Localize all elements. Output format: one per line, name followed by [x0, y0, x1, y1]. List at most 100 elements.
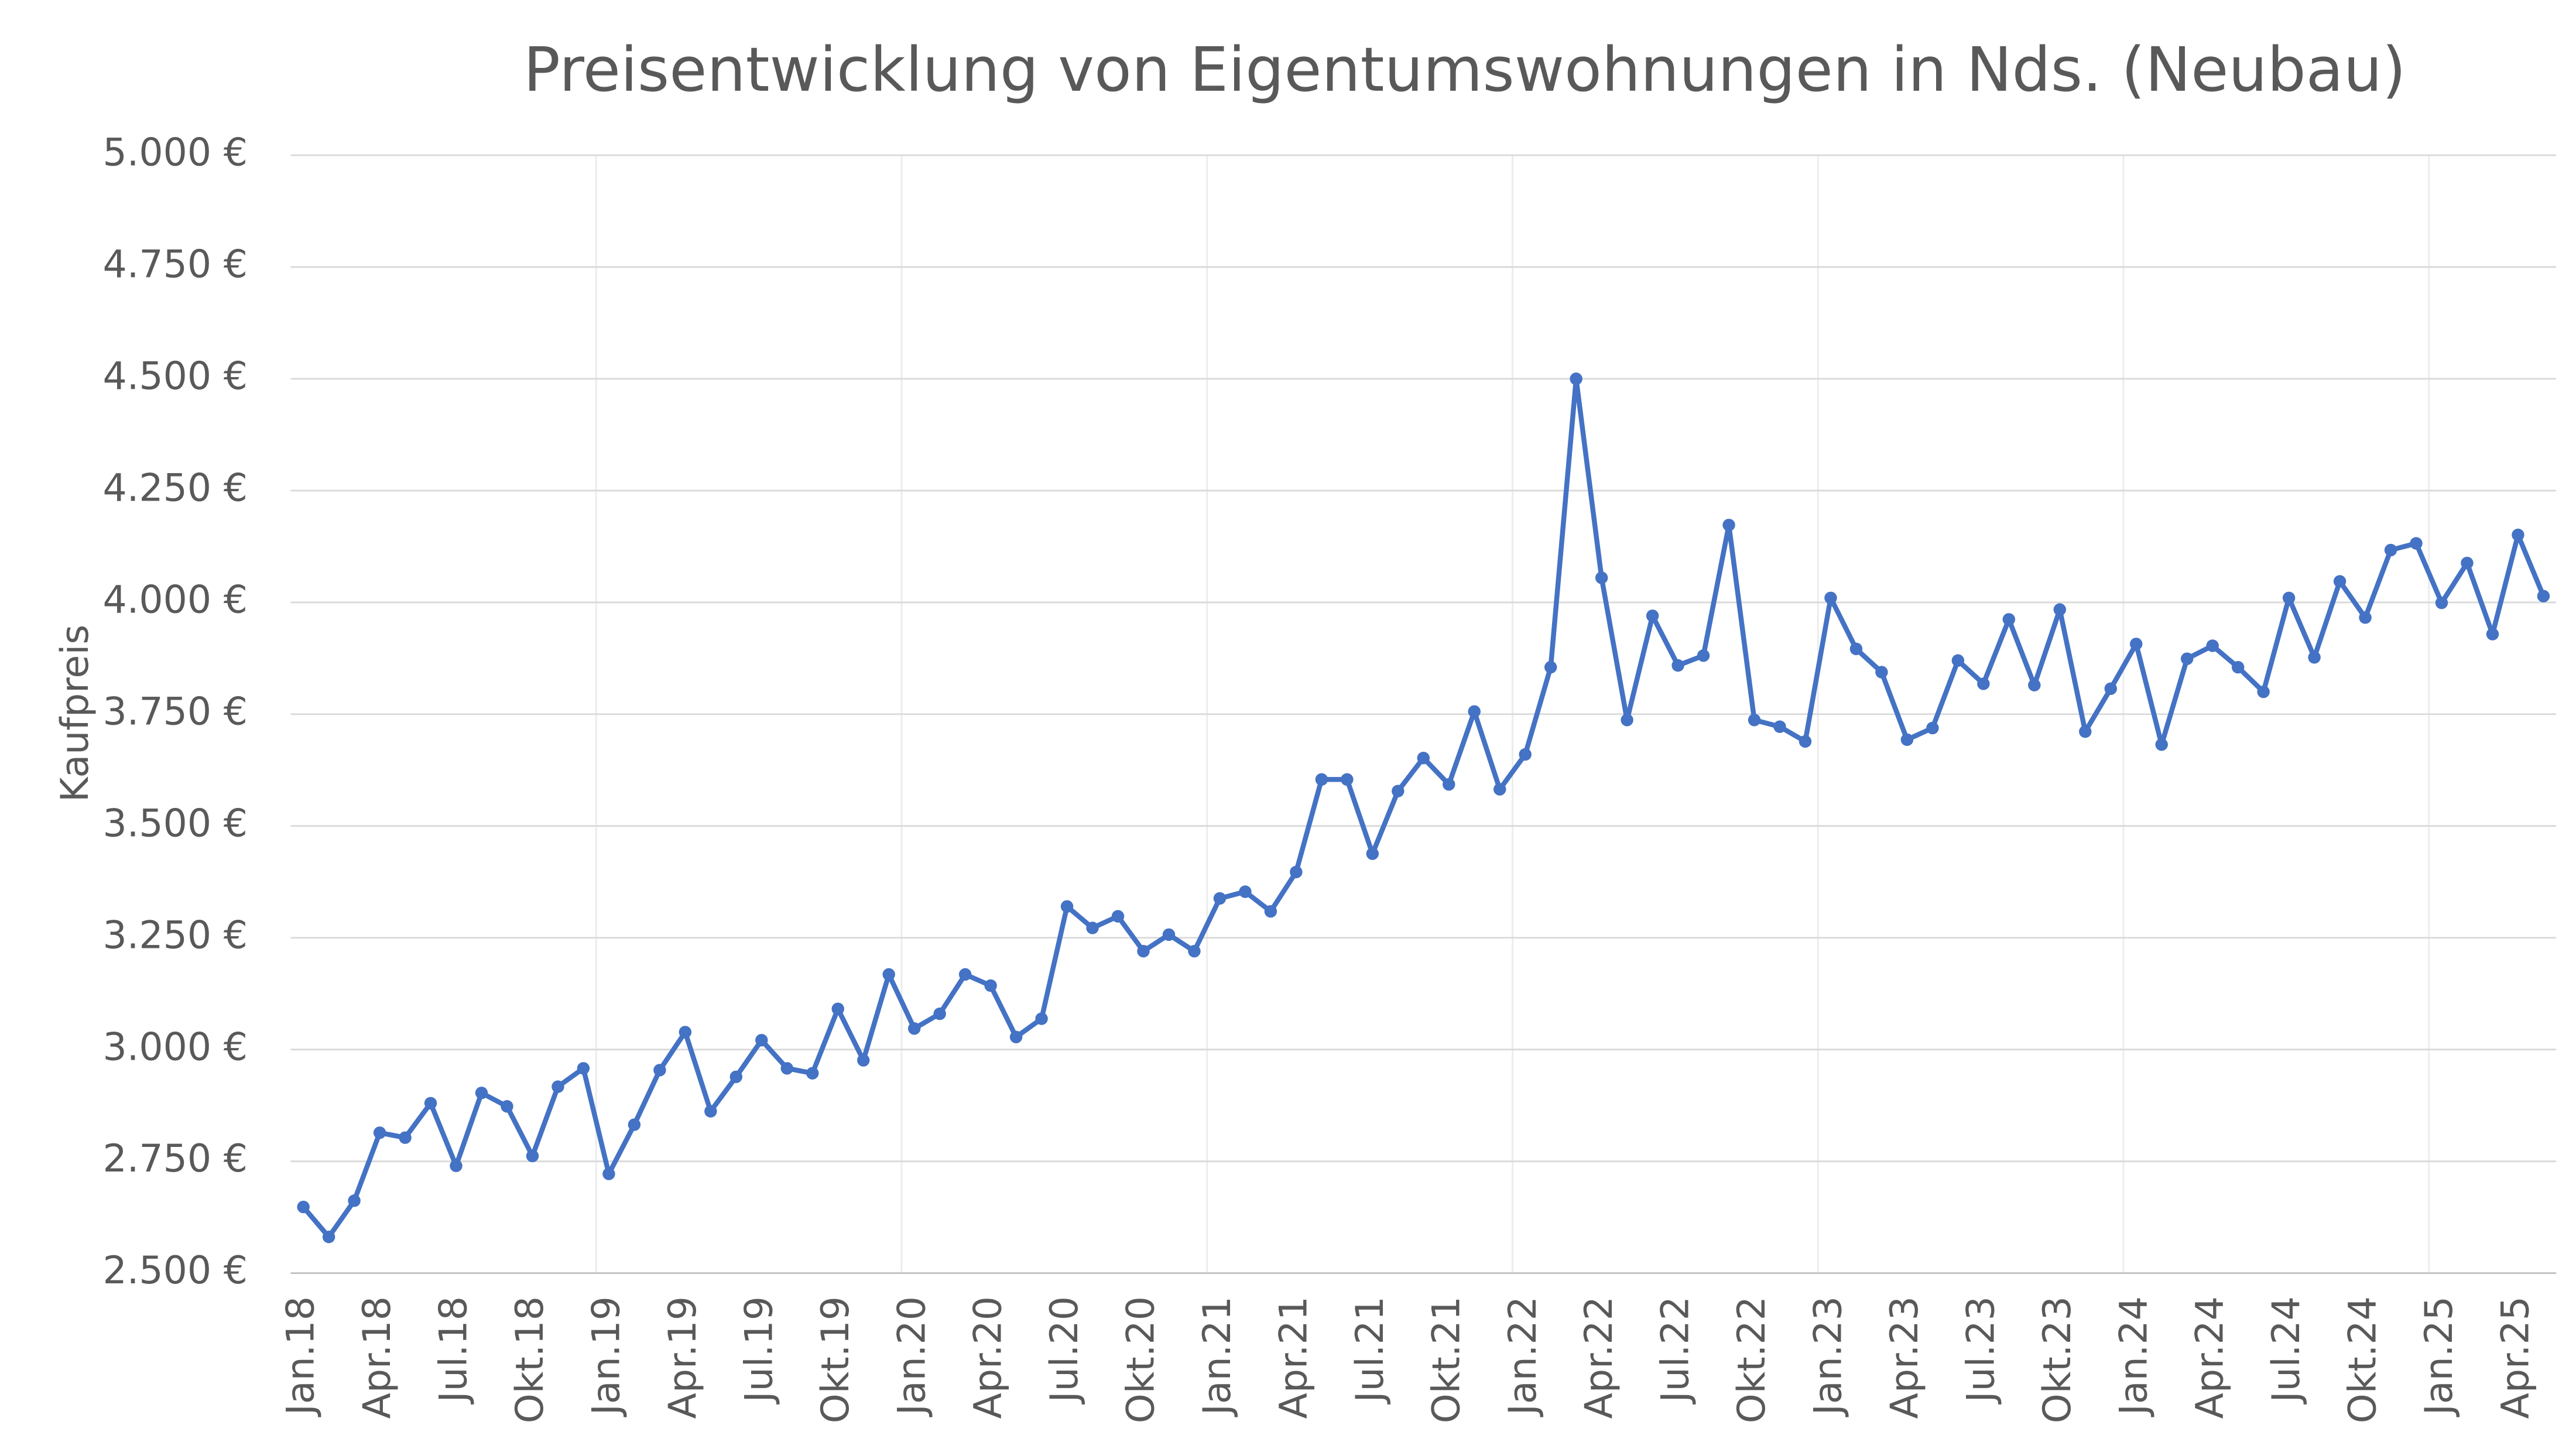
marker — [1468, 705, 1481, 718]
y-tick-label: 3.250 € — [103, 913, 248, 957]
marker — [958, 968, 972, 981]
y-tick-label: 4.250 € — [103, 467, 248, 511]
marker — [1951, 654, 1965, 667]
y-tick-label: 5.000 € — [103, 131, 248, 175]
chart-title: Preisentwicklung von Eigentumswohnungen … — [523, 34, 2406, 105]
marker — [2333, 575, 2347, 588]
x-tick-label: Okt.24 — [2341, 1296, 2385, 1423]
marker — [1671, 659, 1684, 672]
marker — [1544, 660, 1557, 674]
marker — [322, 1231, 335, 1244]
marker — [2537, 590, 2550, 602]
marker — [1697, 649, 1710, 662]
x-tick-label: Apr.23 — [1883, 1296, 1927, 1419]
marker — [1111, 910, 1125, 923]
marker — [2282, 591, 2296, 605]
marker — [806, 1067, 819, 1080]
line — [301, 376, 2546, 1239]
marker — [1621, 714, 1633, 727]
marker — [882, 968, 895, 981]
marker — [1188, 944, 1201, 958]
marker — [399, 1131, 412, 1144]
marker — [1849, 642, 1863, 656]
marker — [1392, 785, 1405, 797]
x-tick-label: Apr.24 — [2188, 1296, 2232, 1419]
marker — [2461, 556, 2474, 570]
marker — [1773, 720, 1786, 733]
marker — [2384, 543, 2397, 557]
marker — [577, 1062, 590, 1075]
marker — [628, 1118, 641, 1131]
marker — [1035, 1012, 1048, 1025]
marker — [526, 1149, 539, 1163]
x-tick-label: Jul.24 — [2265, 1296, 2308, 1405]
marker — [933, 1007, 946, 1020]
marker — [2002, 613, 2016, 626]
marker — [1646, 609, 1659, 622]
marker — [424, 1097, 437, 1110]
y-tick-label: 3.000 € — [103, 1025, 248, 1069]
x-tick-label: Okt.20 — [1119, 1296, 1163, 1423]
marker — [2257, 685, 2270, 698]
marker — [1570, 372, 1582, 385]
marker — [2130, 638, 2143, 650]
marker — [1748, 714, 1761, 727]
x-tick-label: Okt.23 — [2036, 1296, 2080, 1423]
x-tick-label: Apr.25 — [2494, 1296, 2538, 1419]
marker — [1290, 865, 1303, 879]
marker — [373, 1126, 386, 1139]
marker — [2435, 596, 2448, 609]
marker — [704, 1105, 717, 1118]
marker — [1900, 733, 1914, 746]
marker — [551, 1080, 564, 1093]
marker — [2231, 660, 2245, 674]
x-tick-label: Jul.23 — [1959, 1296, 2003, 1405]
marker — [2512, 528, 2524, 542]
marker — [450, 1159, 463, 1173]
marker — [501, 1100, 513, 1113]
x-tick-label: Apr.19 — [661, 1296, 705, 1419]
marker — [2155, 738, 2168, 751]
y-tick-label: 2.500 € — [103, 1249, 248, 1293]
x-tick-label: Jul.18 — [432, 1296, 476, 1405]
y-tick-label: 4.500 € — [103, 355, 248, 399]
x-tick-label: Apr.22 — [1577, 1296, 1621, 1419]
marker — [1366, 847, 1379, 860]
x-tick-label: Jan.22 — [1501, 1296, 1545, 1417]
marker — [2359, 611, 2372, 624]
x-tick-label: Jul.20 — [1043, 1296, 1087, 1405]
marker — [602, 1167, 615, 1180]
marker — [1799, 735, 1812, 748]
marker — [857, 1054, 870, 1067]
y-tick-label: 2.750 € — [103, 1137, 248, 1181]
x-tick-label: Okt.22 — [1730, 1296, 1774, 1423]
marker — [755, 1033, 768, 1047]
marker — [2206, 639, 2219, 652]
y-axis-label: Kaufpreis — [53, 625, 97, 802]
marker — [1315, 773, 1328, 786]
marker — [1875, 666, 1888, 679]
x-tick-label: Apr.21 — [1272, 1296, 1316, 1419]
marker — [348, 1194, 361, 1207]
x-tick-label: Jan.21 — [1195, 1296, 1239, 1417]
marker — [1060, 900, 1074, 913]
marker — [1926, 721, 1939, 735]
x-tick-label: Jan.23 — [1807, 1296, 1851, 1417]
x-tick-label: Okt.19 — [814, 1296, 858, 1423]
marker — [653, 1064, 666, 1077]
marker — [1009, 1030, 1023, 1044]
x-tick-label: Apr.20 — [967, 1296, 1010, 1419]
y-tick-label: 3.500 € — [103, 801, 248, 845]
marker — [2104, 682, 2117, 696]
marker — [475, 1087, 488, 1099]
x-tick-label: Jan.25 — [2417, 1296, 2461, 1417]
marker — [1722, 519, 1735, 532]
marker — [2028, 679, 2041, 691]
marker — [831, 1002, 844, 1015]
marker — [729, 1070, 743, 1084]
marker — [1493, 783, 1506, 796]
marker — [907, 1022, 921, 1035]
marker — [1595, 571, 1608, 584]
marker — [2410, 537, 2423, 550]
